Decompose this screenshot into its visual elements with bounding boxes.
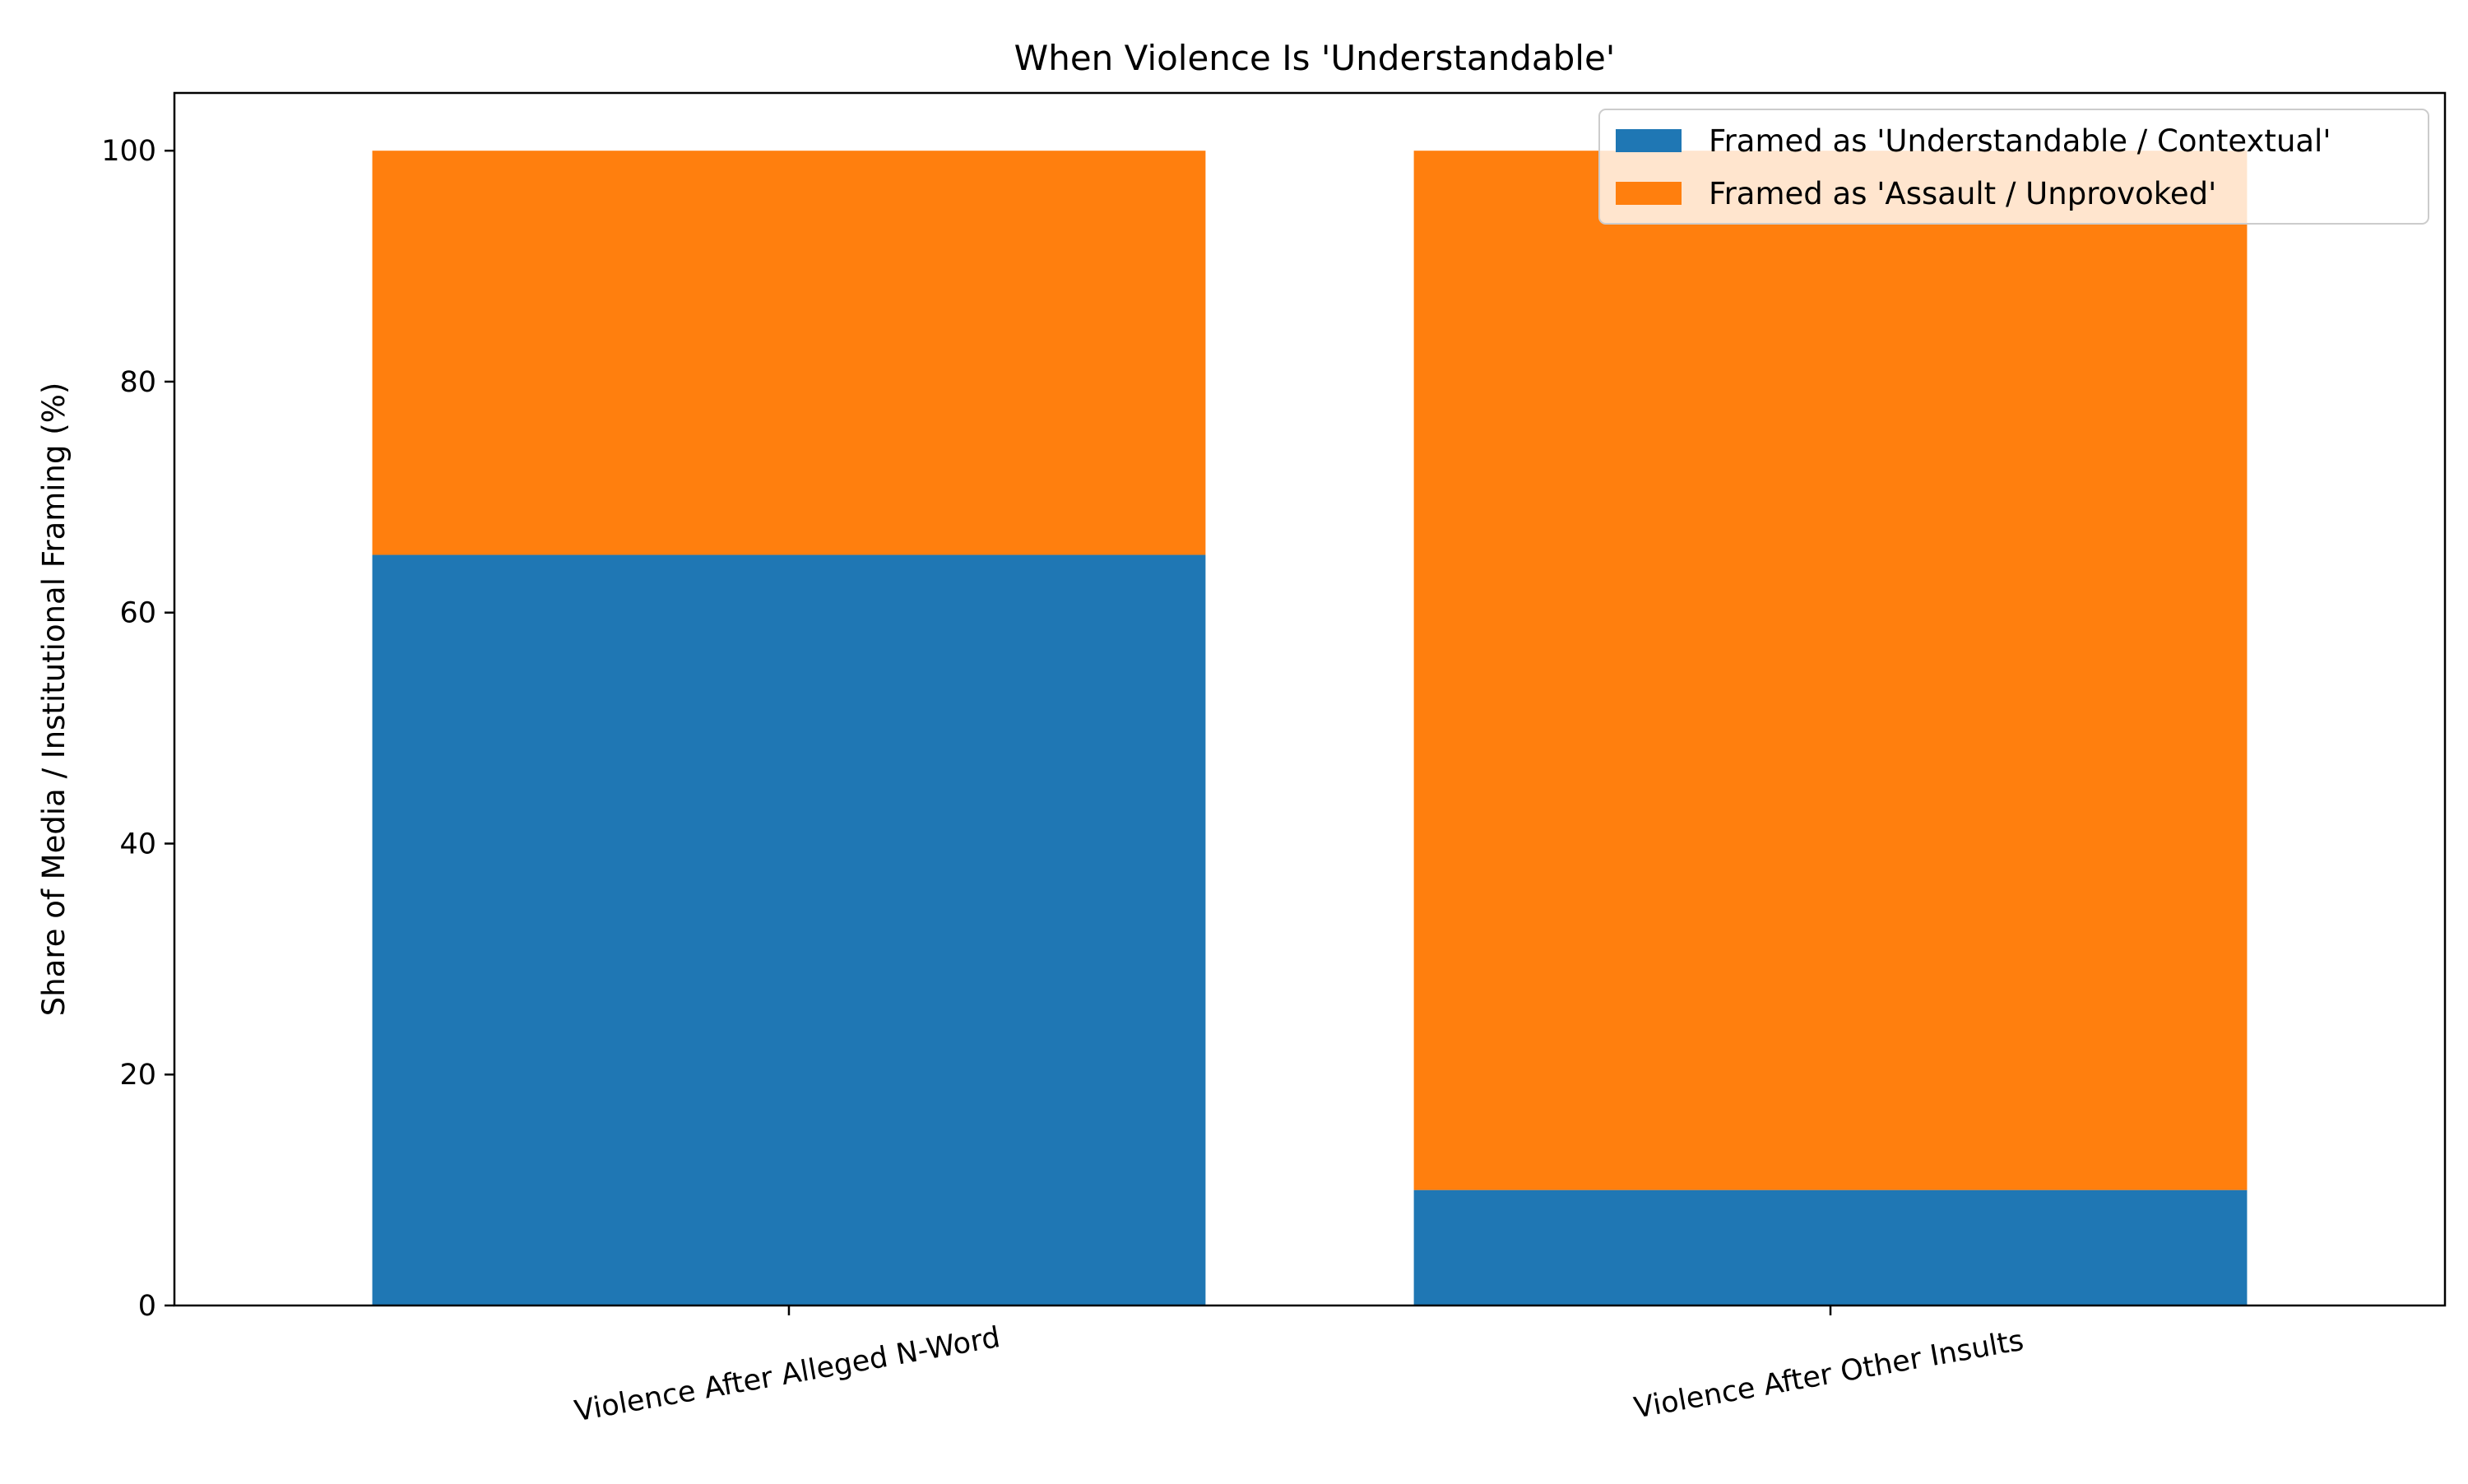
x-tick-label: Violence After Other Insults [1631, 1324, 2026, 1426]
bar-understandable-2 [1413, 1190, 2248, 1305]
bars-layer [372, 151, 2248, 1305]
y-tick-label: 60 [119, 597, 156, 630]
chart-title: When Violence Is 'Understandable' [1014, 38, 1616, 78]
bar-understandable-1 [372, 554, 1206, 1305]
legend-swatch [1616, 182, 1682, 205]
y-tick-label: 0 [138, 1290, 156, 1323]
legend-label: Framed as 'Assault / Unprovoked' [1709, 176, 2216, 211]
y-tick-label: 20 [119, 1059, 156, 1092]
y-axis-label: Share of Media / Institutional Framing (… [36, 383, 72, 1017]
legend: Framed as 'Understandable / Contextual' F… [1598, 109, 2429, 225]
x-tick-label: Violence After Alleged N-Word [572, 1321, 1002, 1428]
legend-swatch [1616, 129, 1682, 152]
y-tick-label: 100 [101, 135, 156, 168]
y-tick-label: 80 [119, 366, 156, 399]
y-tick-label: 40 [119, 828, 156, 860]
legend-box [1598, 109, 2429, 225]
bar-assault-2 [1413, 151, 2248, 1190]
bar-assault-1 [372, 151, 1206, 555]
plot-frame [173, 91, 2447, 1307]
legend-label: Framed as 'Understandable / Contextual' [1709, 123, 2331, 159]
